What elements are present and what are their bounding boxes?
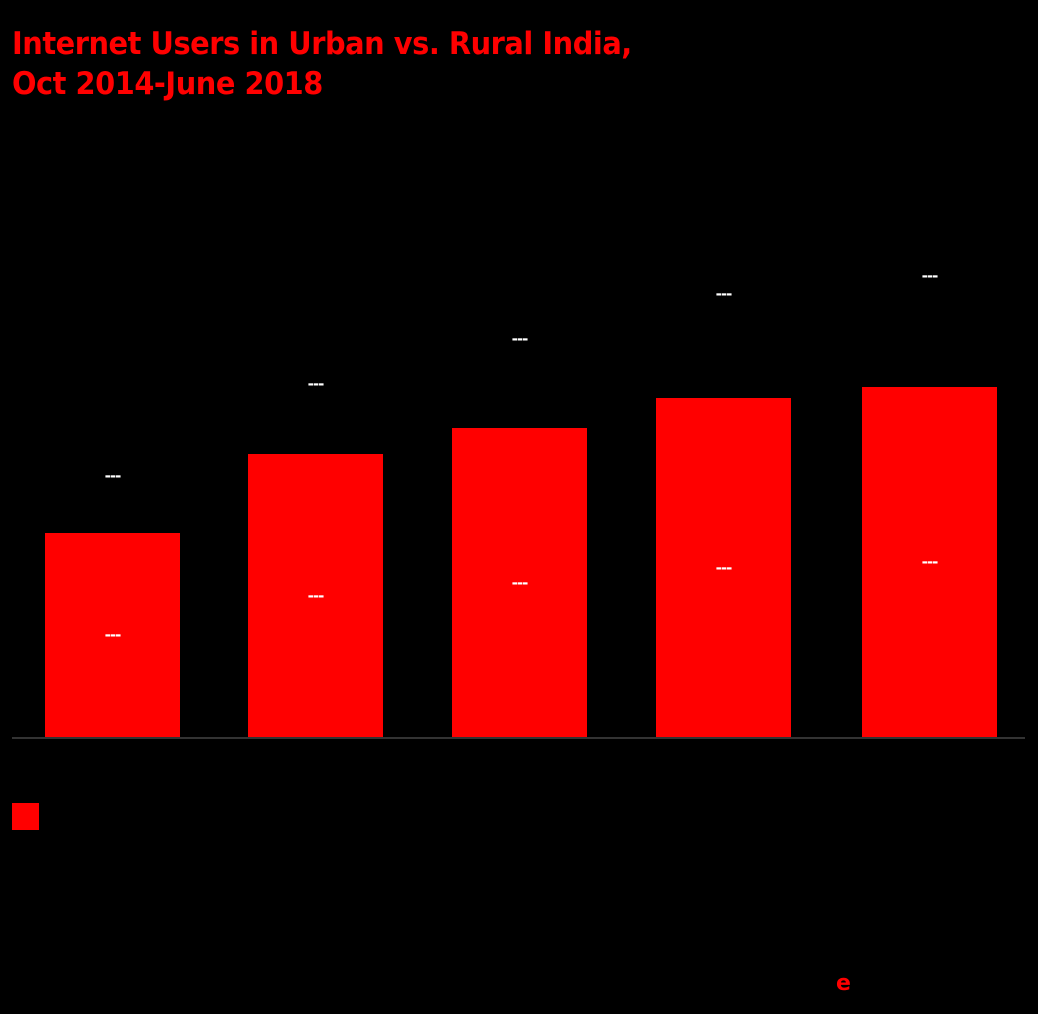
- value-label-series-2-1: ---: [104, 467, 122, 485]
- value-label-series-2-2: ---: [307, 375, 325, 393]
- bar-series-2-3: [452, 351, 587, 428]
- bar-series-1-2: [248, 454, 383, 737]
- title-line-2: Oct 2014-June 2018: [12, 66, 323, 102]
- value-label-series-2-3: ---: [511, 330, 529, 348]
- legend: [12, 803, 49, 830]
- value-label-series-1-4: ---: [715, 558, 733, 577]
- bar-series-1-4: [656, 398, 791, 737]
- bar-series-1-1: [45, 533, 180, 737]
- title-line-1: Internet Users in Urban vs. Rural India,: [12, 26, 632, 62]
- bar-series-1-3: [452, 428, 587, 737]
- value-label-series-1-3: ---: [511, 573, 529, 592]
- chart-title: Internet Users in Urban vs. Rural India,…: [12, 24, 632, 104]
- bar-series-2-1: [45, 488, 180, 533]
- bar-series-2-5: [862, 288, 997, 387]
- bar-series-1-5: [862, 387, 997, 737]
- emarketer-logo-icon: e: [836, 971, 851, 996]
- value-label-series-1-1: ---: [104, 626, 122, 644]
- bar-series-2-2: [248, 396, 383, 454]
- value-label-series-1-5: ---: [921, 553, 939, 571]
- bar-series-2-4: [656, 306, 791, 398]
- value-label-series-2-5: ---: [921, 267, 939, 285]
- x-axis-line: [12, 737, 1025, 739]
- value-label-series-1-2: ---: [307, 586, 325, 605]
- legend-swatch-series-1: [12, 803, 39, 830]
- value-label-series-2-4: ---: [715, 285, 733, 303]
